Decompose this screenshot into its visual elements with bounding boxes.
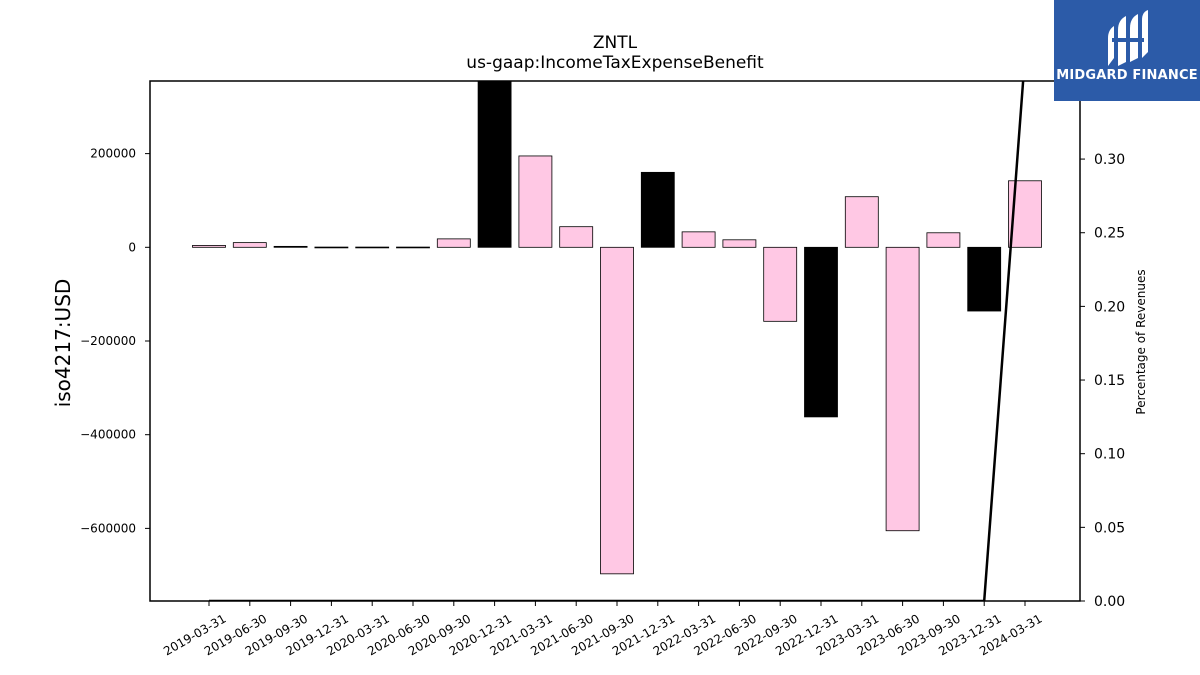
chart-subtitle: us-gaap:IncomeTaxExpenseBenefit: [466, 53, 764, 73]
y2-tick-label: 0.05: [1094, 520, 1125, 536]
midgard-logo-icon: [1108, 10, 1148, 66]
x-axis: 2019-03-312019-06-302019-09-302019-12-31…: [161, 601, 1045, 658]
y2-tick-label: 0.15: [1094, 373, 1125, 389]
bar-2020-03-31: [355, 246, 390, 249]
bar-2023-12-31: [967, 246, 1002, 312]
y2-tick-label: 0.10: [1094, 447, 1125, 463]
bar-2022-03-31: [681, 231, 716, 248]
y2-tick-label: 0.00: [1094, 594, 1125, 610]
bar-2020-06-30: [396, 246, 430, 249]
bar-2022-09-30: [763, 246, 798, 322]
chart-title: ZNTL: [593, 33, 638, 53]
y2-tick-label: 0.30: [1094, 152, 1125, 168]
bar-2023-03-31: [844, 196, 879, 248]
logo-text: MIDGARD FINANCE: [1056, 68, 1198, 83]
y-axis-right: 0.00 0.05 0.10 0.15 0.20 0.25 0.30: [1080, 152, 1125, 610]
y2-tick-label: 0.20: [1094, 299, 1125, 315]
bar-2020-09-30: [436, 238, 471, 248]
y2-axis-label: Percentage of Revenues: [1134, 269, 1148, 414]
y-tick-label: −200000: [80, 334, 136, 348]
y-axis-left: 200000 0 −200000 −400000 −600000: [80, 147, 150, 535]
y-tick-label: −400000: [80, 428, 136, 442]
bar-2019-12-31: [314, 246, 349, 249]
y-tick-label: −600000: [80, 521, 136, 535]
logo: MIDGARD FINANCE: [1054, 0, 1200, 101]
bar-2019-03-31: [192, 245, 226, 248]
bar-2021-09-30: [600, 246, 634, 575]
bars-layer: [192, 81, 1042, 575]
bar-2022-06-30: [722, 239, 757, 248]
bar-2020-12-31: [477, 81, 512, 248]
y-tick-label: 200000: [90, 147, 136, 161]
bar-2019-06-30: [232, 242, 267, 248]
y-tick-label: 0: [128, 240, 136, 254]
bar-2021-03-31: [518, 155, 553, 248]
bar-2023-09-30: [926, 232, 961, 248]
bar-2022-12-31: [804, 246, 838, 418]
bar-2023-06-30: [885, 246, 920, 532]
y-axis-label: iso4217:USD: [51, 279, 75, 408]
y2-tick-label: 0.25: [1094, 226, 1125, 242]
bar-2021-12-31: [640, 171, 675, 248]
bar-2019-09-30: [273, 245, 308, 248]
bar-2021-06-30: [559, 226, 594, 248]
